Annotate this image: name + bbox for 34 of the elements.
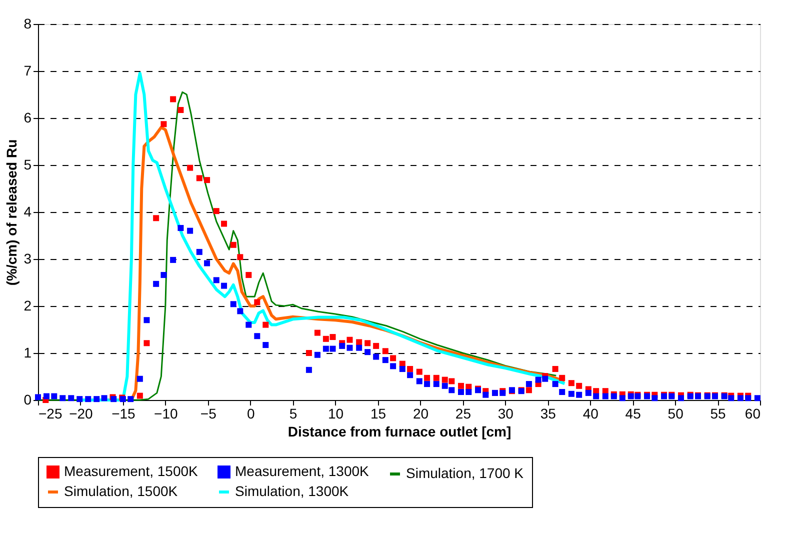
x-tick-label: 25 bbox=[455, 406, 472, 422]
y-tick-label: 3 bbox=[24, 250, 32, 266]
x-tick-label: 55 bbox=[710, 406, 726, 422]
legend-label: Simulation, 1500K bbox=[64, 483, 178, 499]
x-tick-label: 45 bbox=[625, 406, 642, 422]
y-tick-label: 1 bbox=[24, 344, 32, 360]
legend-label: Measurement, 1300K bbox=[235, 463, 370, 479]
x-tick-label: 50 bbox=[668, 406, 684, 422]
x-tick-label: −5 bbox=[200, 406, 217, 422]
x-tick-label: 10 bbox=[328, 406, 344, 422]
x-tick-label: 20 bbox=[412, 406, 429, 422]
x-tick-label: 60 bbox=[744, 406, 761, 422]
legend-label: Measurement, 1500K bbox=[64, 463, 199, 479]
y-axis-title: (%/cm) of released Ru bbox=[4, 139, 20, 286]
x-axis-title: Distance from furnace outlet [cm] bbox=[288, 424, 512, 440]
x-tick-label: −25 bbox=[38, 406, 62, 422]
y-tick-label: 5 bbox=[24, 156, 32, 172]
x-tick-label: −15 bbox=[112, 406, 136, 422]
x-tick-label: 15 bbox=[370, 406, 386, 422]
x-tick-label: 40 bbox=[582, 406, 599, 422]
x-tick-label: 0 bbox=[246, 406, 255, 422]
y-tick-label: 8 bbox=[24, 16, 32, 32]
y-tick-label: 6 bbox=[24, 110, 32, 126]
x-tick-label: 35 bbox=[540, 406, 556, 422]
x-tick-label: −10 bbox=[154, 406, 178, 422]
y-tick-label: 2 bbox=[24, 298, 32, 314]
x-tick-label: −20 bbox=[69, 406, 94, 422]
y-tick-label: 7 bbox=[24, 62, 32, 78]
y-tick-label: 4 bbox=[24, 204, 32, 220]
x-tick-label: 30 bbox=[498, 406, 514, 422]
y-tick-label: 0 bbox=[24, 392, 32, 408]
x-tick-label: 5 bbox=[289, 406, 298, 422]
legend-label: Simulation, 1300K bbox=[235, 483, 350, 499]
legend-label: Simulation, 1700 K bbox=[406, 465, 524, 481]
